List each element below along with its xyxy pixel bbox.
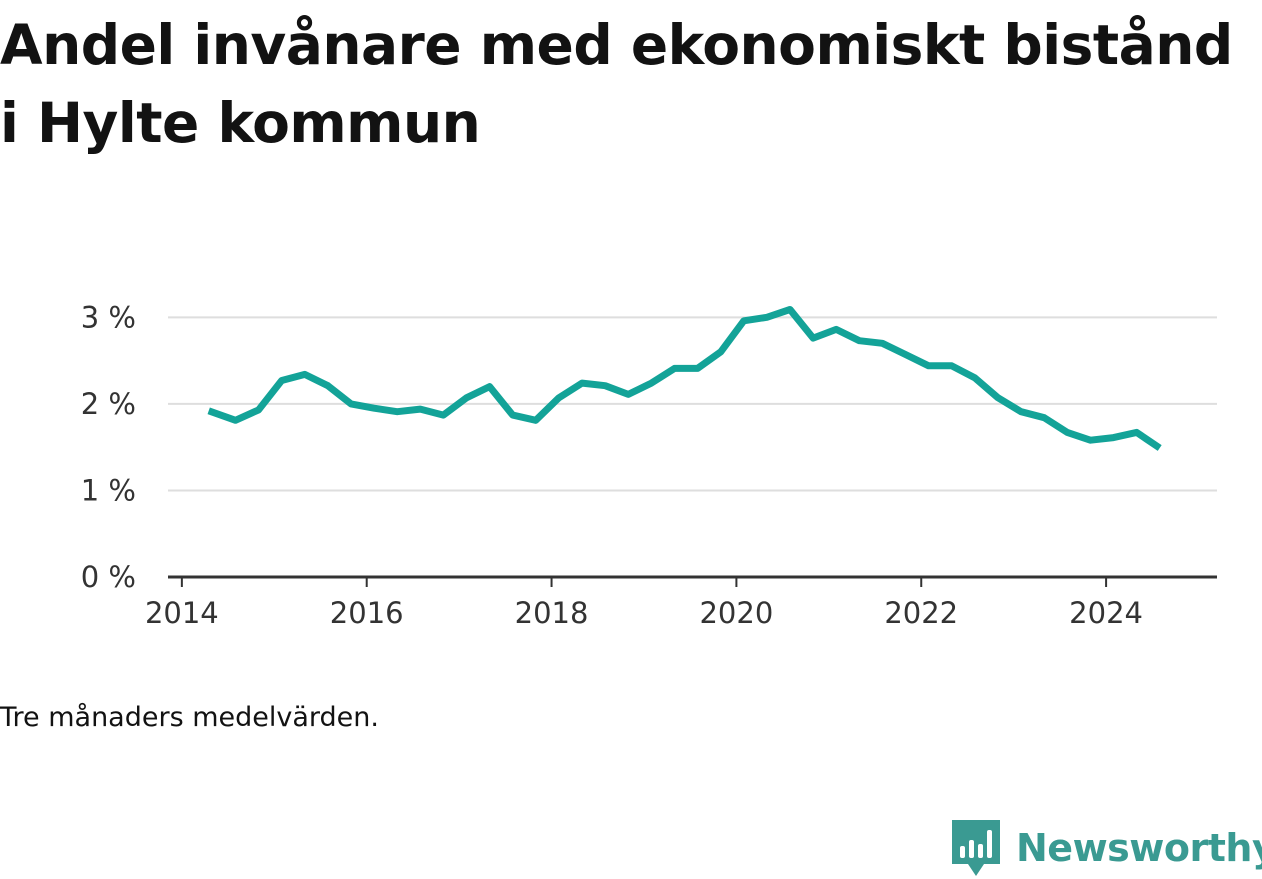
chart-title: Andel invånare med ekonomiskt bistånd i … bbox=[0, 13, 1233, 155]
x-axis-labels: 2014 2016 2018 2020 2022 2024 bbox=[145, 596, 1143, 630]
y-tick-label: 2 % bbox=[81, 387, 136, 421]
brand-logo: Newsworthy bbox=[950, 818, 1262, 878]
y-tick-label: 0 % bbox=[81, 560, 136, 594]
chart-note: Tre månaders medelvärden. bbox=[0, 702, 379, 733]
y-tick-label: 3 % bbox=[81, 300, 136, 334]
series bbox=[207, 306, 1162, 451]
x-axis bbox=[168, 575, 1217, 587]
x-tick-label: 2016 bbox=[330, 596, 404, 630]
newsworthy-logo-icon bbox=[952, 820, 1000, 876]
y-tick-label: 1 % bbox=[81, 473, 136, 507]
x-tick-label: 2022 bbox=[884, 596, 958, 630]
grid-lines bbox=[168, 316, 1217, 492]
line-chart: 0 % 1 % 2 % 3 % 2014 2016 2018 2020 2022 2024 bbox=[81, 300, 1217, 630]
x-tick-label: 2024 bbox=[1069, 596, 1143, 630]
x-tick-label: 2014 bbox=[145, 596, 219, 630]
series-line bbox=[207, 306, 1162, 451]
y-axis-labels: 0 % 1 % 2 % 3 % bbox=[81, 300, 136, 594]
brand-name: Newsworthy bbox=[1016, 826, 1262, 870]
x-tick-label: 2018 bbox=[515, 596, 589, 630]
x-tick-label: 2020 bbox=[699, 596, 773, 630]
